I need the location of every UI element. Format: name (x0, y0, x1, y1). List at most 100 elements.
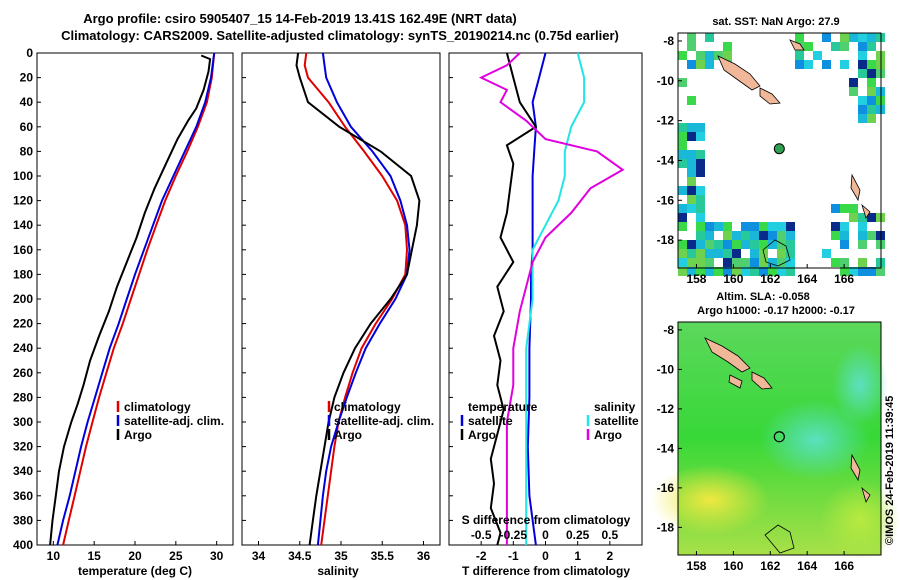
sst-map-cell (696, 168, 705, 177)
sst-map-cell (813, 51, 822, 60)
sla-map-panel: Altim. SLA: -0.058 Argo h1000: -0.17 h20… (650, 291, 900, 573)
sla-map-island-solomon-3 (728, 374, 743, 389)
salinity-line-satellite-adj-clim- (316, 52, 411, 546)
sst-map-title: sat. SST: NaN Argo: 27.9 (712, 16, 839, 28)
sst-map-cell (858, 240, 867, 249)
sst-map-cell (840, 204, 849, 213)
salinity-xtick-label: 35.5 (371, 549, 395, 563)
sla_map-ytick-label: -10 (657, 362, 675, 376)
sst-map-cell (723, 42, 732, 51)
difference-xtick-label: 0 (542, 549, 549, 563)
sst-map-island-solomon-3 (789, 39, 805, 51)
sst-map-cell (723, 222, 732, 231)
sst-map-cell (768, 240, 777, 249)
sst-map-cell (867, 231, 876, 240)
sst-map-cell (786, 222, 795, 231)
sst_map-ytick-label: -8 (663, 34, 674, 48)
difference-legend-temperature-heading: temperature (468, 400, 538, 414)
depth-tick-label: 180 (13, 267, 33, 281)
difference-xlabel-salinity: S difference from climatology (462, 513, 631, 527)
sst-map-frame (677, 32, 882, 269)
sst-map-cell (858, 33, 867, 42)
sst-map-cell (687, 42, 696, 51)
sst-map-cell (741, 267, 750, 276)
sst-map-cell (831, 42, 840, 51)
sst-map-cell (705, 258, 714, 267)
depth-tick-label: 80 (20, 144, 34, 158)
sst-map-cell (723, 240, 732, 249)
sst-map-cell (687, 258, 696, 267)
sst_map-ytick-label: -10 (657, 74, 675, 88)
depth-tick-label: 40 (20, 95, 34, 109)
sst-map-cell (858, 267, 867, 276)
sst-map-cell (777, 240, 786, 249)
sst-map-cell (804, 42, 813, 51)
sst-map-reef (762, 239, 791, 267)
sst-map-cell (678, 186, 687, 195)
sst-map-cell (678, 240, 687, 249)
sst-map-cell (822, 33, 831, 42)
sst-map-cell (678, 258, 687, 267)
sst-map-cell (750, 240, 759, 249)
salinity-legend-satellite: satellite-adj. clim. (334, 414, 434, 428)
difference-legend-s-argo: Argo (594, 428, 622, 442)
sla-map-anomaly-yellow (650, 465, 770, 535)
sst-map-cell (858, 42, 867, 51)
sla_map-ytick-label: -16 (657, 481, 675, 495)
sst-map-cell (849, 213, 858, 222)
sst-map-cell (831, 222, 840, 231)
sla_map-ytick-label: -18 (657, 520, 675, 534)
depth-tick-label: 280 (13, 390, 33, 404)
sla-map-argo-marker (773, 431, 785, 443)
salinity-plot-frame (241, 52, 441, 546)
sst_map-ytick-label: -14 (657, 153, 675, 167)
sst-map-panel: sat. SST: NaN Argo: 27.9 158 160 162 164 166… (657, 16, 885, 286)
sst-map-cell (786, 240, 795, 249)
difference-line-t-argo (489, 52, 538, 546)
difference-xlabel: T difference from climatology (462, 564, 630, 578)
sst-map-cell (723, 51, 732, 60)
sst-map-cell (705, 231, 714, 240)
sst-map-cell (678, 267, 687, 276)
sst-map-cell (858, 69, 867, 78)
sst-map-cell (714, 267, 723, 276)
depth-tick-label: 240 (13, 341, 33, 355)
sst-map-cell (795, 33, 804, 42)
difference-ticks: -2 -1 0 1 2 -0.5 -0.25 0 0.25 0.5 (449, 52, 618, 563)
credit-text: ©IMOS 24-Feb-2019 11:39:45 (884, 396, 896, 545)
sst-map-cell (795, 51, 804, 60)
sst-map-cell (696, 186, 705, 195)
salinity-line-argo (295, 52, 421, 546)
sst-map-cell (687, 195, 696, 204)
temperature-line-climatology (62, 52, 216, 546)
temperature-xtick-label: 20 (128, 549, 142, 563)
salinity-legend: climatology satellite-adj. clim. Argo (327, 400, 434, 442)
sst-map-cell (822, 60, 831, 69)
sst-map-cell (678, 222, 687, 231)
sla_map-xtick-label: 158 (686, 559, 706, 573)
sst-map-cell (741, 231, 750, 240)
difference-s-scale-label: 0 (542, 528, 549, 542)
sst_map-ytick-label: -12 (657, 114, 675, 128)
sst-map-cell (696, 132, 705, 141)
salinity-legend-argo: Argo (334, 428, 362, 442)
depth-tick-label: 380 (13, 513, 33, 527)
sst-map-cell (705, 267, 714, 276)
sst-map-cell (696, 51, 705, 60)
sst-map-cell (678, 141, 687, 150)
difference-s-scale-label: -0.5 (471, 528, 492, 542)
sst-map-cell (714, 51, 723, 60)
sst-map-cell (687, 267, 696, 276)
sst-map-cell (822, 249, 831, 258)
sst-map-cell (858, 51, 867, 60)
temperature-xtick-label: 25 (169, 549, 183, 563)
sla-map-reef (764, 524, 795, 554)
sst-map-cell (687, 249, 696, 258)
temperature-xlabel: temperature (deg C) (78, 564, 192, 578)
sst-map-cell (858, 231, 867, 240)
sst-map-cell (705, 60, 714, 69)
sst_map-ytick-label: -16 (657, 193, 675, 207)
sst-map-cell (696, 204, 705, 213)
sst-map-cell (696, 159, 705, 168)
sst-map-cell (696, 123, 705, 132)
